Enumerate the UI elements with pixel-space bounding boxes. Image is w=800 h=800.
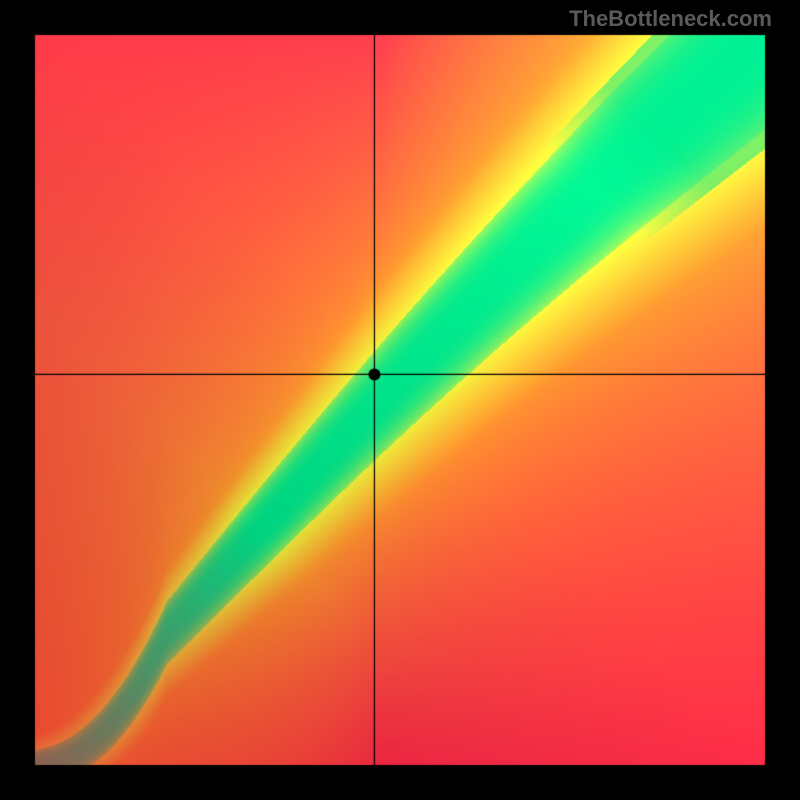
chart-container: TheBottleneck.com xyxy=(0,0,800,800)
bottleneck-heatmap-canvas xyxy=(0,0,800,800)
watermark-text: TheBottleneck.com xyxy=(569,6,772,32)
